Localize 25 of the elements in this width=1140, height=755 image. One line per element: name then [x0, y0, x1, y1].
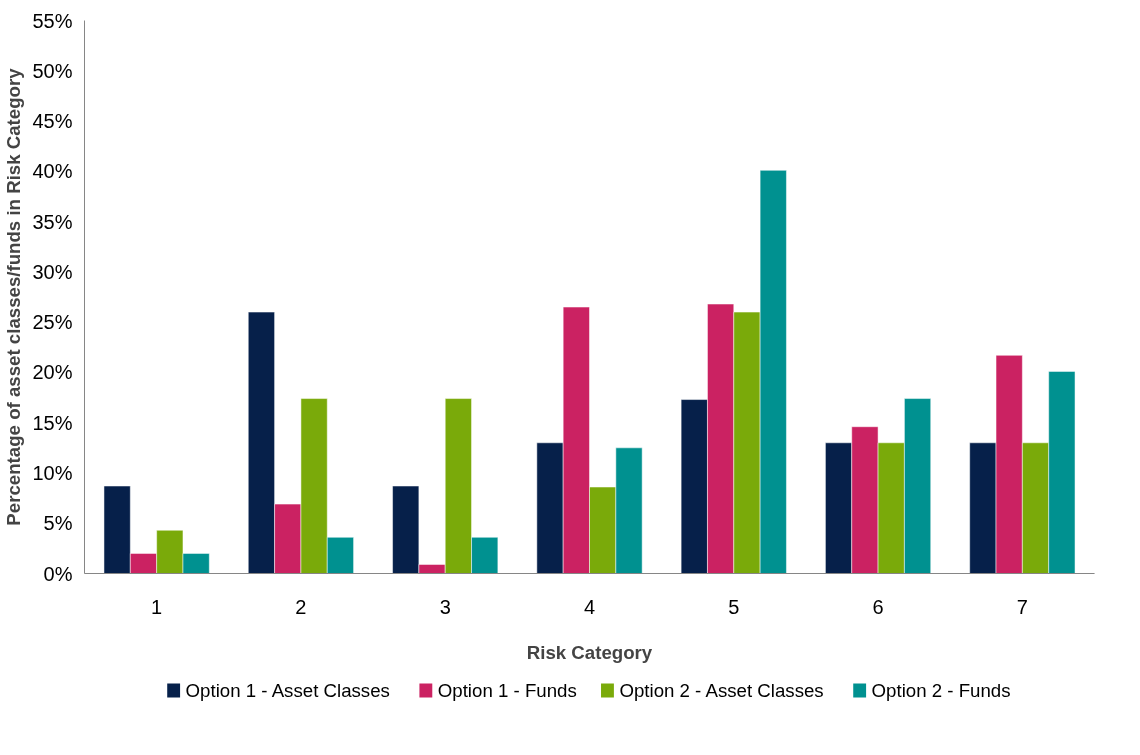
y-tick-label: 50% — [32, 59, 73, 82]
x-axis-title: Risk Category — [526, 641, 653, 663]
x-tick-label: 6 — [872, 595, 884, 618]
y-tick-label: 35% — [32, 210, 73, 233]
y-tick-label: 25% — [32, 311, 73, 334]
y-axis-title: Percentage of asset classes/funds in Risk Category — [3, 67, 25, 526]
y-tick-label: 15% — [32, 411, 73, 434]
y-tick-label: 30% — [32, 260, 73, 283]
legend-label: Option 2 - Asset Classes — [619, 680, 824, 701]
y-tick-label: 20% — [32, 361, 73, 384]
x-tick-label: 5 — [728, 595, 740, 618]
y-tick-label: 10% — [32, 461, 73, 484]
x-tick-label: 4 — [583, 595, 596, 618]
x-tick-label: 7 — [1016, 595, 1028, 618]
y-tick-label: 0% — [43, 562, 73, 585]
y-tick-label: 5% — [43, 512, 73, 535]
y-tick-label: 40% — [32, 160, 73, 183]
legend-label: Option 1 - Asset Classes — [185, 680, 390, 701]
legend-label: Option 2 - Funds — [871, 680, 1011, 701]
legend-label: Option 1 - Funds — [437, 680, 577, 701]
x-tick-label: 1 — [151, 595, 163, 618]
x-tick-label: 2 — [295, 595, 307, 618]
y-tick-label: 45% — [32, 110, 73, 133]
y-tick-label: 55% — [32, 9, 73, 32]
x-tick-label: 3 — [439, 595, 451, 618]
